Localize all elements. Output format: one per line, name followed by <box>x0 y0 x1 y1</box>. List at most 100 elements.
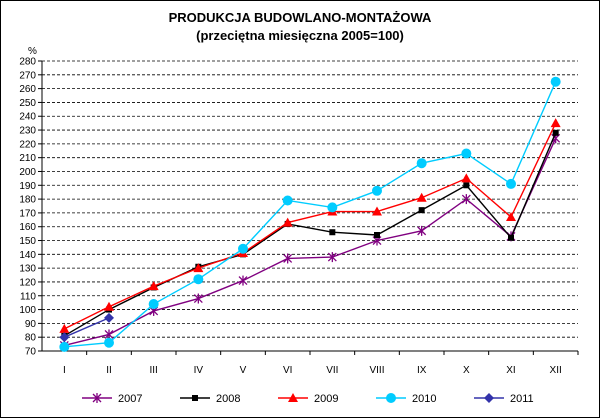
legend-label: 2008 <box>216 393 240 405</box>
data-point-2008 <box>329 229 336 236</box>
y-tick-label: 170 <box>19 208 36 219</box>
data-point-2010 <box>416 158 427 169</box>
series-group <box>59 76 561 352</box>
x-tick-labels: I II III IV V VI VII VIII IX X XI XII <box>63 351 579 376</box>
data-point-2008 <box>508 234 514 241</box>
legend-marker <box>192 395 198 401</box>
legend-item-2009: 2009 <box>278 393 338 405</box>
x-tick-label: VIII <box>369 365 384 376</box>
series-2009 <box>59 118 561 333</box>
data-point-2010 <box>550 76 561 87</box>
y-tick-label: 240 <box>19 112 36 123</box>
data-point-2007 <box>238 275 248 286</box>
data-point-2009 <box>550 118 561 128</box>
data-point-2009 <box>148 281 159 291</box>
series-2010 <box>59 76 561 352</box>
legend-item-2007: 2007 <box>82 393 142 405</box>
data-point-2009 <box>416 192 427 202</box>
y-tick-label: 150 <box>19 236 36 247</box>
chart-title: PRODUKCJA BUDOWLANO-MONTAŻOWA <box>169 10 432 25</box>
y-tick-label: 280 <box>19 57 36 68</box>
data-point-2010 <box>461 148 472 159</box>
series-line-2007 <box>64 138 557 347</box>
data-point-2009 <box>104 301 114 311</box>
data-point-2007 <box>283 253 293 264</box>
y-tick-label: 250 <box>19 98 36 109</box>
data-point-2010 <box>327 202 338 213</box>
data-point-2009 <box>193 263 204 273</box>
series-line-2011 <box>64 317 110 338</box>
y-tick-label: 270 <box>19 70 36 81</box>
x-tick-label: VI <box>283 365 292 376</box>
y-tick-label: 80 <box>25 333 37 344</box>
y-tick-label: 210 <box>19 153 36 164</box>
y-tick-label: 190 <box>19 181 36 192</box>
series-2011 <box>59 312 114 343</box>
legend-marker <box>484 393 494 403</box>
y-tick-labels: 70 80 90 100 110 120 130 140 150 160 170 180 190 200 2… <box>19 57 36 358</box>
legend-label: 2007 <box>118 393 142 405</box>
y-tick-label: 90 <box>25 319 37 330</box>
series-2008 <box>61 129 559 339</box>
y-tick-label: 100 <box>19 305 36 316</box>
x-tick-label: XI <box>506 365 515 376</box>
legend: 2007 2008 2009 2010 2011 <box>82 393 534 405</box>
data-point-2007 <box>193 293 203 304</box>
data-point-2010 <box>506 178 516 189</box>
x-tick-label: V <box>240 365 247 376</box>
legend-item-2010: 2010 <box>376 393 436 405</box>
data-point-2007 <box>327 252 337 263</box>
x-tick-label: IV <box>194 365 204 376</box>
x-tick-label: II <box>106 365 112 376</box>
data-point-2010 <box>193 274 204 285</box>
y-tick-label: 130 <box>19 264 36 275</box>
y-tick-label: 160 <box>19 222 36 233</box>
data-point-2007 <box>461 194 471 205</box>
data-point-2010 <box>59 341 70 352</box>
x-tick-label: VII <box>326 365 338 376</box>
data-point-2010 <box>148 299 159 310</box>
data-point-2009 <box>282 217 293 227</box>
y-tick-label: 220 <box>19 139 36 150</box>
x-tick-label: XII <box>550 365 562 376</box>
legend-item-2011: 2011 <box>474 393 534 405</box>
y-axis-label: % <box>28 46 37 57</box>
y-tick-label: 120 <box>19 277 36 288</box>
data-point-2010 <box>372 185 382 196</box>
legend-label: 2011 <box>510 393 534 405</box>
series-2007 <box>59 133 561 351</box>
series-line-2009 <box>64 122 557 330</box>
y-tick-label: 140 <box>19 250 36 261</box>
x-tick-label: IX <box>417 365 427 376</box>
data-point-2008 <box>552 129 559 136</box>
data-point-2010 <box>238 243 248 254</box>
series-line-2008 <box>63 132 557 337</box>
data-point-2009 <box>461 173 472 183</box>
data-point-2009 <box>506 212 516 222</box>
gridlines <box>38 60 578 352</box>
data-point-2011 <box>59 332 70 343</box>
series-line-2010 <box>64 81 557 348</box>
x-tick-label: X <box>463 365 470 376</box>
legend-item-2008: 2008 <box>180 393 240 405</box>
chart-subtitle: (przeciętna miesięczna 2005=100) <box>196 28 404 43</box>
data-point-2008 <box>463 182 470 189</box>
y-tick-label: 110 <box>20 291 36 302</box>
y-tick-label: 200 <box>19 167 36 178</box>
y-tick-label: 70 <box>25 347 37 358</box>
y-tick-label: 180 <box>19 195 36 206</box>
x-tick-label: III <box>149 365 157 376</box>
legend-label: 2010 <box>412 393 436 405</box>
data-point-2010 <box>104 337 114 348</box>
legend-marker <box>288 393 298 402</box>
legend-marker <box>92 393 102 403</box>
legend-label: 2009 <box>314 393 338 405</box>
y-tick-label: 260 <box>19 84 36 95</box>
y-tick-label: 230 <box>19 126 36 137</box>
data-point-2009 <box>372 206 382 216</box>
data-point-2008 <box>374 232 380 238</box>
data-point-2011 <box>104 312 114 323</box>
x-tick-label: I <box>63 365 66 376</box>
